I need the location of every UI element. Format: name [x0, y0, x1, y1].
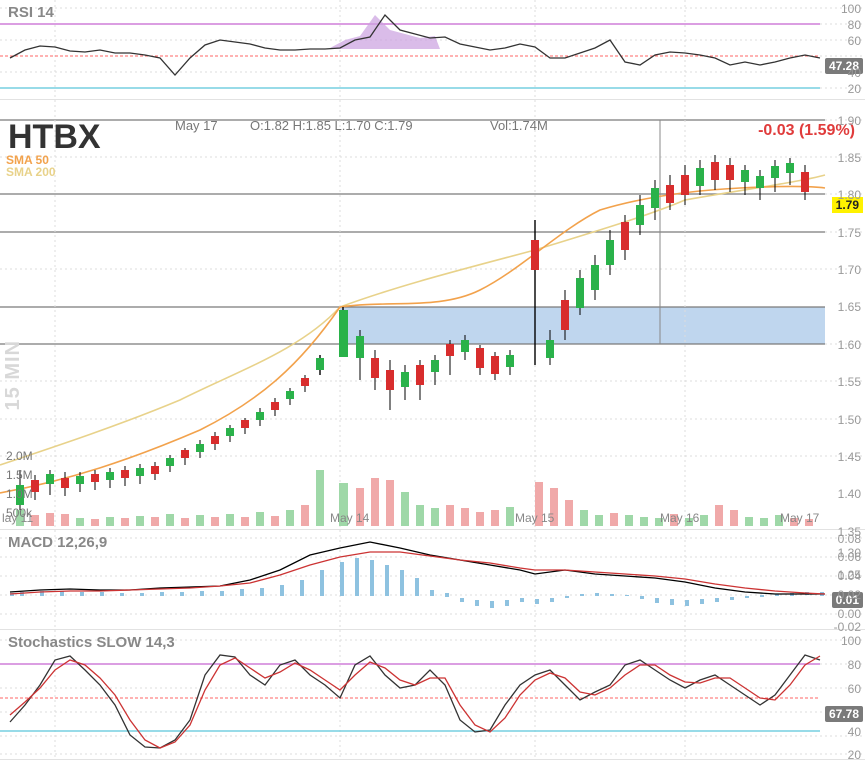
date-label: May 17 — [175, 118, 218, 133]
xaxis-may15: May 15 — [515, 511, 554, 525]
candlestick-chart — [0, 100, 865, 530]
vol-tick-1-5m: 1.5M — [6, 468, 33, 482]
macd-panel: MACD 12,26,9 — [0, 530, 865, 630]
stoch-tick-80: 80 — [848, 658, 861, 672]
breakout-candle — [339, 307, 348, 357]
rsi-chart — [0, 0, 865, 100]
price-tick-1-90: 1.90 — [838, 114, 861, 128]
stoch-tick-40: 40 — [848, 725, 861, 739]
rsi-title: RSI 14 — [8, 4, 54, 21]
rsi-tick-60: 60 — [848, 34, 861, 48]
price-tick-1-50: 1.50 — [838, 413, 861, 427]
stoch-title: Stochastics SLOW 14,3 — [8, 634, 175, 651]
xaxis-may17: May 17 — [780, 511, 819, 525]
price-tick-1-45: 1.45 — [838, 450, 861, 464]
price-tick-1-75: 1.75 — [838, 226, 861, 240]
price-tick-1-65: 1.65 — [838, 300, 861, 314]
rsi-tick-80: 80 — [848, 18, 861, 32]
rsi-tick-20: 20 — [848, 82, 861, 96]
timeframe-label: 15 MIN — [2, 340, 25, 410]
macd-tick-0-08: 0.08 — [838, 532, 861, 546]
macd-tick-0-00: 0.00 — [838, 607, 861, 621]
price-tick-1-55: 1.55 — [838, 375, 861, 389]
macd-tick-0-02: 0.02 — [838, 588, 861, 602]
stoch-panel: Stochastics SLOW 14,3 67.78 100 80 60 40… — [0, 630, 865, 760]
macd-tick-0-06: 0.06 — [838, 550, 861, 564]
main-chart-panel: HTBX May 17 O:1.82 H:1.85 L:1.70 C:1.79 … — [0, 100, 865, 530]
stoch-value-badge: 67.78 — [825, 706, 863, 722]
rsi-panel: RSI 14 47.28 100 80 60 40 20 — [0, 0, 865, 100]
price-tick-1-70: 1.70 — [838, 263, 861, 277]
price-tick-1-40: 1.40 — [838, 487, 861, 501]
macd-tick-0-04: 0.04 — [838, 569, 861, 583]
ticker-symbol: HTBX — [8, 118, 101, 157]
stoch-tick-60: 60 — [848, 682, 861, 696]
rsi-tick-40: 40 — [848, 66, 861, 80]
stoch-tick-100: 100 — [841, 634, 861, 648]
macd-histogram — [10, 558, 824, 608]
macd-chart — [0, 530, 865, 630]
vol-tick-1m: 1.0M — [6, 487, 33, 501]
rsi-tick-100: 100 — [841, 2, 861, 16]
price-tick-1-80: 1.80 — [838, 188, 861, 202]
macd-title: MACD 12,26,9 — [8, 534, 107, 551]
ohlc-label: O:1.82 H:1.85 L:1.70 C:1.79 — [250, 118, 413, 133]
price-tick-1-60: 1.60 — [838, 338, 861, 352]
xaxis-may14: May 14 — [330, 511, 369, 525]
volume-label: Vol:1.74M — [490, 118, 548, 133]
xaxis-may16: May 16 — [660, 511, 699, 525]
price-tick-1-85: 1.85 — [838, 151, 861, 165]
sma200-label: SMA 200 — [6, 165, 56, 179]
vol-tick-2m: 2.0M — [6, 449, 33, 463]
xaxis-may11: lay 11 — [2, 511, 33, 525]
